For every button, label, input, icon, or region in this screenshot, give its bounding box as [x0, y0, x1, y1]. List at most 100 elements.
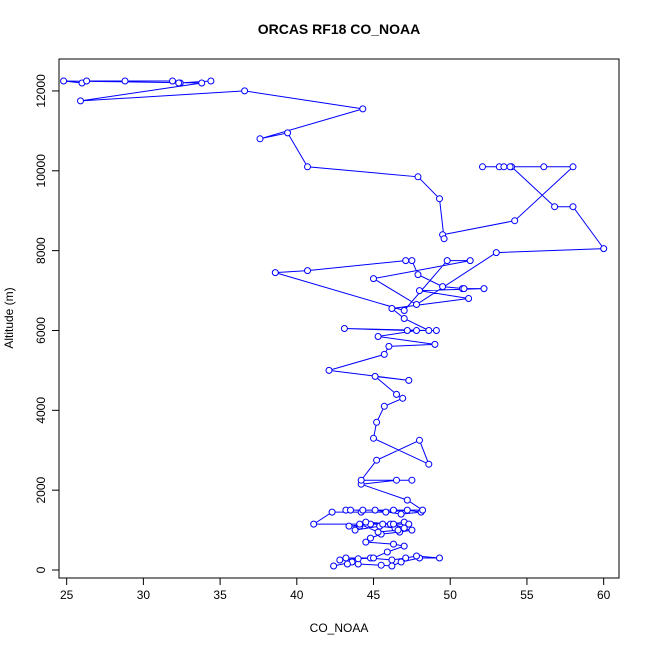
series-layer [60, 77, 608, 570]
data-point [370, 554, 377, 562]
data-point [382, 508, 390, 516]
data-point [436, 554, 443, 562]
x-tick-label: 45 [367, 588, 381, 602]
data-point [370, 275, 377, 283]
data-point [373, 418, 381, 426]
data-point [362, 518, 370, 526]
y-axis: 0 2000 4000 6000 8000 10000 12000 [34, 74, 60, 573]
data-point [460, 285, 468, 293]
data-point [362, 538, 370, 546]
data-point [400, 307, 408, 314]
data-point [340, 325, 348, 332]
data-point [241, 87, 249, 95]
data-point [408, 476, 416, 484]
data-point [399, 394, 407, 402]
x-tick-label: 30 [137, 588, 151, 602]
data-point [390, 540, 397, 548]
data-point [403, 496, 411, 504]
data-point [431, 340, 439, 348]
data-point [351, 526, 359, 534]
data-point [408, 257, 416, 265]
series-line [63, 80, 605, 567]
data-point [77, 97, 84, 105]
y-tick-label: 8000 [34, 237, 48, 264]
data-point [397, 510, 405, 518]
data-point [400, 524, 408, 532]
data-point [60, 77, 68, 85]
data-point [403, 327, 411, 334]
data-point [354, 555, 362, 563]
x-tick-label: 55 [520, 588, 534, 602]
data-point [400, 542, 408, 550]
data-point [402, 257, 410, 265]
data-point [385, 342, 393, 350]
data-point [374, 528, 382, 536]
data-point [271, 269, 279, 277]
data-point [390, 520, 397, 528]
data-point [479, 163, 486, 171]
data-point [379, 520, 387, 528]
data-point [345, 522, 353, 530]
y-tick-label: 2000 [34, 476, 48, 503]
y-tick-label: 12000 [34, 74, 48, 108]
data-point [403, 506, 411, 514]
data-point [373, 456, 381, 464]
data-point [569, 203, 577, 211]
data-point [500, 163, 508, 171]
data-point [511, 217, 519, 225]
data-point [405, 520, 413, 528]
data-point [466, 257, 474, 265]
data-point [284, 129, 292, 137]
data-point [551, 203, 559, 211]
data-point [394, 526, 402, 534]
data-point [419, 506, 427, 514]
data-point [207, 77, 215, 85]
plot-frame [58, 58, 620, 579]
y-tick-label: 0 [34, 566, 48, 573]
data-point [383, 548, 391, 556]
x-tick-label: 40 [290, 588, 304, 602]
y-tick-label: 4000 [34, 397, 48, 424]
data-point [330, 562, 338, 570]
data-point [432, 327, 440, 334]
data-point [347, 506, 354, 514]
data-point [405, 376, 413, 384]
data-point [256, 135, 264, 143]
data-point [425, 460, 433, 468]
data-point [328, 508, 336, 516]
data-point [540, 163, 548, 171]
data-point [374, 333, 382, 340]
data-point [388, 556, 396, 564]
data-point [380, 402, 388, 410]
data-point [310, 520, 318, 528]
data-point [416, 436, 423, 444]
data-point [600, 245, 608, 253]
x-tick-label: 60 [597, 588, 611, 602]
data-point [390, 506, 397, 514]
x-tick-label: 25 [60, 588, 74, 602]
x-axis-label: CO_NOAA [310, 621, 369, 635]
data-point [380, 350, 388, 358]
data-point [342, 554, 350, 562]
data-point [304, 267, 311, 275]
data-point [175, 79, 183, 87]
y-tick-label: 10000 [34, 154, 48, 188]
x-tick-label: 50 [444, 588, 458, 602]
data-point [393, 390, 400, 398]
data-point [169, 77, 176, 85]
data-point [121, 77, 129, 85]
data-point [492, 249, 500, 257]
data-point [416, 287, 423, 295]
data-point [357, 476, 365, 484]
data-point [465, 295, 473, 302]
x-tick-label: 35 [213, 588, 227, 602]
data-point [408, 526, 416, 534]
data-point [359, 105, 367, 113]
data-point [439, 283, 447, 291]
data-point [377, 561, 385, 569]
data-point [388, 562, 396, 570]
data-point [336, 556, 344, 564]
data-point [480, 285, 488, 293]
data-point [83, 77, 91, 85]
